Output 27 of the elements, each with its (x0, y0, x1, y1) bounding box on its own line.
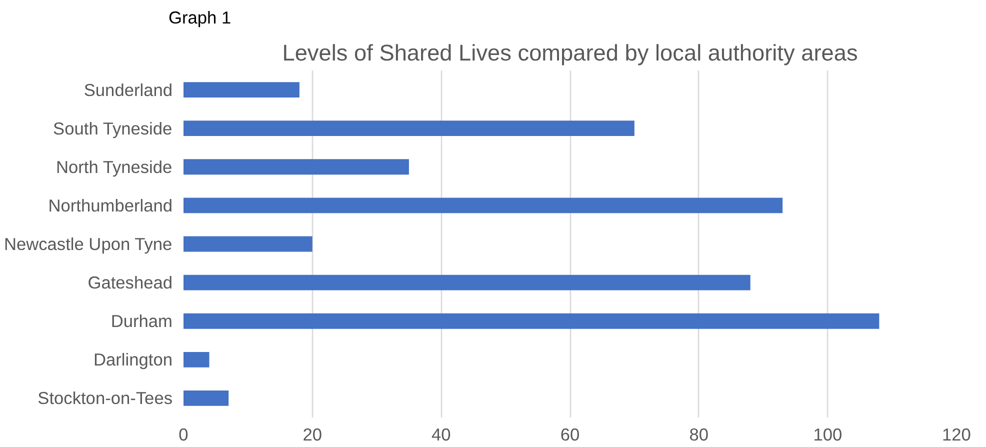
x-tick-label: 0 (178, 424, 188, 444)
y-tick-label: North Tyneside (56, 156, 172, 177)
bar (184, 352, 210, 368)
bar (184, 236, 312, 252)
x-tick-label: 100 (813, 424, 842, 444)
bar (184, 120, 634, 136)
bar (184, 390, 229, 406)
y-tick-label: Newcastle Upon Tyne (4, 234, 172, 254)
caption: Graph 1 (168, 8, 232, 28)
bar (184, 274, 750, 290)
y-tick-label: Darlington (94, 350, 172, 370)
y-tick-label: Gateshead (88, 272, 172, 293)
y-tick-label: Durham (110, 311, 173, 332)
bar (184, 198, 783, 214)
y-tick-label: Sunderland (84, 80, 173, 100)
chart-title: Levels of Shared Lives compared by local authority areas (282, 40, 858, 66)
y-tick-label: South Tyneside (53, 118, 172, 138)
bar (184, 313, 880, 329)
bar (184, 82, 300, 98)
y-tick-label: Northumberland (48, 195, 172, 216)
x-tick-label: 120 (942, 424, 971, 444)
x-tick-label: 60 (560, 424, 580, 444)
x-tick-label: 80 (689, 424, 708, 444)
y-tick-label: Stockton-on-Tees (38, 388, 173, 408)
bar (184, 159, 409, 175)
x-tick-label: 20 (302, 424, 322, 444)
x-tick-label: 40 (432, 424, 451, 444)
